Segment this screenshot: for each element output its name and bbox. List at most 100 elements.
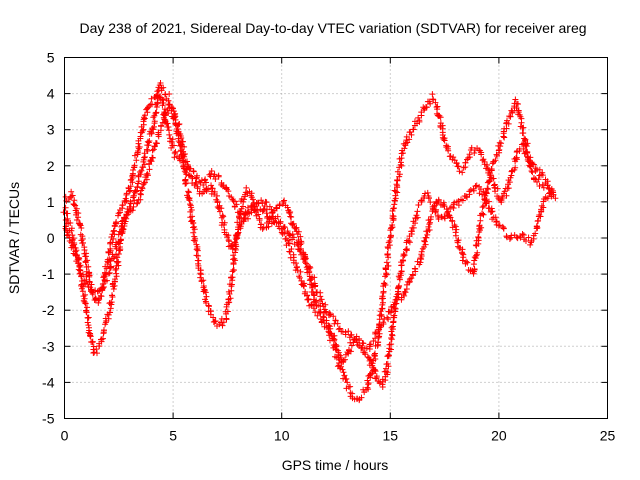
data-point-marker [421, 238, 428, 245]
data-point-marker [83, 276, 90, 283]
data-point-marker [537, 213, 544, 220]
data-point-marker [121, 215, 128, 222]
data-point-marker [348, 342, 355, 349]
data-point-marker [380, 321, 387, 328]
data-point-marker [424, 231, 431, 238]
data-point-marker [422, 190, 429, 197]
data-point-marker [520, 130, 527, 137]
data-point-marker [110, 227, 117, 234]
data-point-marker [113, 218, 120, 225]
data-point-marker [345, 328, 352, 335]
data-point-marker [104, 256, 111, 263]
data-point-marker [398, 262, 405, 269]
data-point-marker [388, 224, 395, 231]
data-point-marker [535, 176, 542, 183]
data-point-marker [432, 99, 439, 106]
data-point-marker [488, 208, 495, 215]
data-point-marker [187, 201, 194, 208]
data-point-marker [131, 162, 138, 169]
data-point-marker [340, 357, 347, 364]
data-point-marker [249, 202, 256, 209]
data-point-marker [473, 252, 480, 259]
data-point-marker [308, 301, 315, 308]
data-point-marker [114, 259, 121, 266]
data-point-marker [221, 226, 228, 233]
data-point-marker [539, 172, 546, 179]
data-point-marker [486, 177, 493, 184]
data-point-marker [508, 107, 515, 114]
data-point-marker [453, 226, 460, 233]
data-point-marker [416, 117, 423, 124]
data-point-marker [445, 147, 452, 154]
data-point-marker [286, 240, 293, 247]
data-point-marker [441, 203, 448, 210]
data-point-marker [368, 360, 375, 367]
data-point-marker [304, 296, 311, 303]
data-point-marker [301, 255, 308, 262]
data-point-marker [331, 337, 338, 344]
x-tick-label: 20 [491, 428, 507, 444]
data-point-marker [256, 217, 263, 224]
data-point-marker [137, 190, 144, 197]
data-point-marker [520, 124, 527, 131]
data-point-marker [205, 186, 212, 193]
data-point-marker [500, 225, 507, 232]
data-point-marker [186, 197, 193, 204]
data-point-marker [475, 233, 482, 240]
data-point-marker [532, 230, 539, 237]
data-point-marker [99, 335, 106, 342]
data-point-marker [518, 119, 525, 126]
data-point-marker [296, 274, 303, 281]
data-point-marker [520, 231, 527, 238]
data-point-marker [187, 214, 194, 221]
data-point-marker [228, 274, 235, 281]
data-point-marker [406, 239, 413, 246]
data-point-marker [195, 260, 202, 267]
data-point-marker [386, 238, 393, 245]
data-point-marker [103, 265, 110, 272]
data-point-marker [102, 321, 109, 328]
data-point-marker [340, 369, 347, 376]
data-point-marker [396, 282, 403, 289]
data-point-marker [119, 217, 126, 224]
data-point-marker [115, 239, 122, 246]
data-point-marker [225, 188, 232, 195]
x-tick-label: 15 [383, 428, 399, 444]
data-point-marker [423, 104, 430, 111]
data-point-marker [402, 246, 409, 253]
data-point-marker [186, 172, 193, 179]
data-point-marker [320, 313, 327, 320]
data-point-marker [129, 207, 136, 214]
data-point-marker [302, 259, 309, 266]
data-point-marker [249, 196, 256, 203]
data-point-marker [197, 271, 204, 278]
data-point-marker [149, 101, 156, 108]
data-point-marker [354, 341, 361, 348]
data-point-marker [320, 314, 327, 321]
data-point-marker [296, 246, 303, 253]
data-point-marker [385, 262, 392, 269]
data-point-marker [342, 331, 349, 338]
data-point-marker [372, 368, 379, 375]
data-point-marker [190, 229, 197, 236]
data-point-marker [266, 203, 273, 210]
data-point-marker [519, 230, 526, 237]
data-point-marker [380, 280, 387, 287]
data-point-marker [282, 236, 289, 243]
data-point-marker [437, 114, 444, 121]
data-point-marker [77, 222, 84, 229]
data-point-marker [468, 144, 475, 151]
data-point-marker [85, 314, 92, 321]
data-point-marker [107, 309, 114, 316]
data-point-marker [425, 194, 432, 201]
data-point-marker [503, 192, 510, 199]
data-point-marker [527, 163, 534, 170]
data-point-marker [394, 168, 401, 175]
data-point-marker [119, 226, 126, 233]
data-point-marker [483, 189, 490, 196]
data-point-marker [137, 171, 144, 178]
data-point-marker [306, 263, 313, 270]
data-point-marker [550, 191, 557, 198]
data-point-marker [112, 266, 119, 273]
data-point-marker [188, 204, 195, 211]
